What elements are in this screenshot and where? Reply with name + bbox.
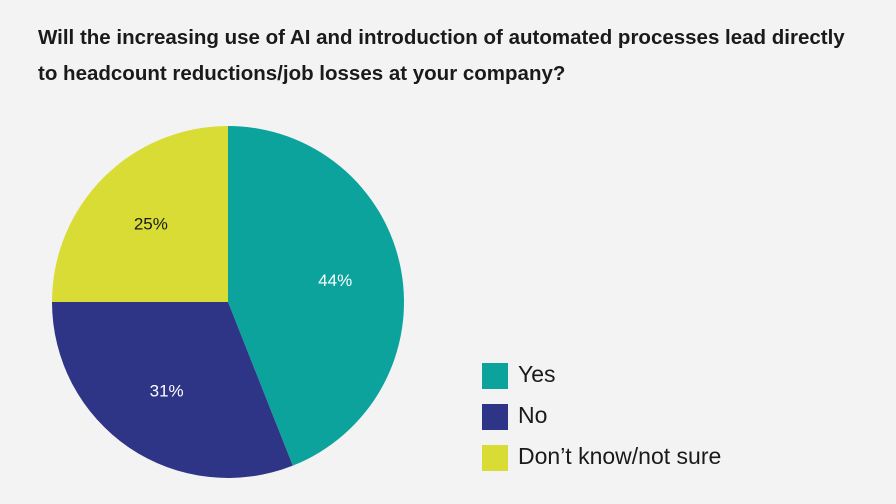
value-label: 44%	[318, 271, 352, 290]
legend-label: Don’t know/not sure	[518, 443, 721, 469]
pie-slice	[52, 126, 228, 302]
value-label: 25%	[134, 214, 168, 233]
pie-slice	[228, 126, 405, 466]
chart-title: Will the increasing use of AI and introd…	[38, 26, 845, 85]
legend-swatch	[482, 404, 508, 430]
value-label: 31%	[150, 382, 184, 401]
legend-label: No	[518, 402, 547, 428]
pie-slice	[52, 302, 293, 479]
legend-label: Yes	[518, 361, 556, 387]
legend-swatch	[482, 445, 508, 471]
legend-swatch	[482, 363, 508, 389]
